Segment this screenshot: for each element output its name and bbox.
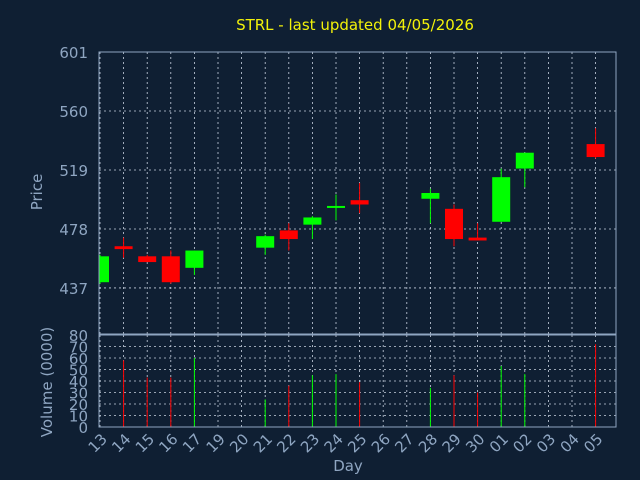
day-axis-label: Day bbox=[333, 457, 363, 475]
candle bbox=[138, 254, 157, 263]
candle bbox=[421, 188, 440, 224]
chart-title: STRL - last updated 04/05/2026 bbox=[236, 16, 474, 34]
candle-body bbox=[327, 205, 345, 208]
candle-body bbox=[468, 237, 487, 241]
candle-body bbox=[586, 144, 605, 158]
price-tick-label: 519 bbox=[59, 162, 88, 180]
price-tick-label: 601 bbox=[59, 44, 88, 62]
candle bbox=[492, 168, 511, 222]
volume-tick-label: 50 bbox=[69, 362, 88, 380]
volume-tick-label: 60 bbox=[69, 350, 88, 368]
candle-body bbox=[445, 208, 463, 240]
candle-body bbox=[161, 256, 180, 283]
candle bbox=[350, 182, 369, 214]
candle-body bbox=[279, 230, 298, 240]
price-tick-label: 560 bbox=[59, 103, 88, 121]
price-tick-label: 478 bbox=[59, 221, 88, 239]
price-frame bbox=[98, 51, 617, 335]
volume-tick-label: 20 bbox=[69, 396, 88, 414]
price-panel: 437 478 519 560 601 Price bbox=[28, 44, 617, 335]
volume-bars bbox=[123, 344, 597, 427]
candle-body bbox=[256, 236, 275, 248]
candle-body bbox=[350, 200, 369, 205]
price-tick-label: 437 bbox=[59, 280, 88, 298]
candle bbox=[99, 254, 109, 284]
volume-tick-label: 0 bbox=[78, 419, 88, 437]
candle-body bbox=[185, 250, 204, 268]
candle bbox=[303, 216, 322, 240]
candle bbox=[445, 204, 463, 247]
candle bbox=[114, 237, 133, 258]
candle-body bbox=[114, 246, 133, 250]
volume-tick-label: 80 bbox=[69, 327, 88, 345]
candle bbox=[586, 128, 605, 159]
candle-body bbox=[99, 256, 109, 283]
candle bbox=[161, 250, 180, 284]
volume-tick-label: 10 bbox=[69, 408, 88, 426]
candles bbox=[99, 128, 605, 284]
candle bbox=[256, 234, 275, 255]
volume-tick-label: 30 bbox=[69, 385, 88, 403]
candle-body bbox=[515, 152, 534, 169]
candle bbox=[468, 223, 487, 241]
candle bbox=[185, 250, 204, 276]
candle bbox=[279, 223, 298, 251]
candle-body bbox=[421, 193, 440, 199]
candle-body bbox=[303, 217, 322, 225]
candle bbox=[515, 152, 534, 188]
volume-tick-label: 40 bbox=[69, 373, 88, 391]
volume-frame bbox=[98, 334, 617, 428]
price-tick-labels: 437 478 519 560 601 bbox=[59, 44, 88, 298]
candle bbox=[327, 194, 345, 221]
volume-axis-label: Volume (0000) bbox=[38, 327, 56, 437]
price-axis-label: Price bbox=[28, 174, 46, 211]
candle-body bbox=[492, 177, 511, 222]
volume-tick-label: 70 bbox=[69, 339, 88, 357]
candle-body bbox=[138, 256, 157, 263]
